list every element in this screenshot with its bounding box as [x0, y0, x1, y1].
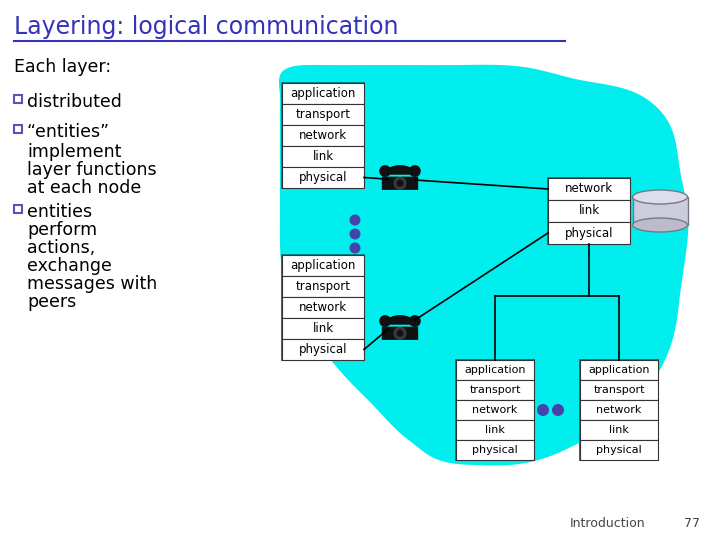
FancyBboxPatch shape — [456, 360, 534, 380]
FancyBboxPatch shape — [456, 400, 534, 420]
Text: layer functions: layer functions — [27, 161, 157, 179]
Text: implement: implement — [27, 143, 122, 161]
Text: link: link — [578, 205, 600, 218]
Circle shape — [349, 228, 361, 240]
Text: network: network — [565, 183, 613, 195]
FancyBboxPatch shape — [281, 254, 365, 361]
FancyBboxPatch shape — [282, 255, 364, 276]
Text: application: application — [464, 365, 526, 375]
Circle shape — [379, 315, 391, 327]
Text: Layering: logical communication: Layering: logical communication — [14, 15, 398, 39]
FancyBboxPatch shape — [14, 95, 22, 103]
Circle shape — [394, 177, 406, 189]
FancyBboxPatch shape — [282, 146, 364, 167]
Text: application: application — [290, 259, 356, 272]
FancyBboxPatch shape — [382, 177, 418, 190]
Circle shape — [397, 180, 403, 186]
Text: physical: physical — [564, 226, 613, 240]
FancyBboxPatch shape — [282, 318, 364, 339]
Text: distributed: distributed — [27, 93, 122, 111]
Circle shape — [409, 165, 420, 177]
FancyBboxPatch shape — [632, 197, 688, 225]
FancyBboxPatch shape — [282, 83, 364, 104]
Circle shape — [552, 404, 564, 416]
Text: network: network — [299, 129, 347, 142]
FancyBboxPatch shape — [282, 297, 364, 318]
Text: peers: peers — [27, 293, 76, 311]
Circle shape — [379, 165, 391, 177]
FancyBboxPatch shape — [382, 327, 418, 340]
Text: link: link — [609, 425, 629, 435]
FancyBboxPatch shape — [580, 420, 658, 440]
Text: physical: physical — [299, 171, 347, 184]
Text: 77: 77 — [684, 517, 700, 530]
FancyBboxPatch shape — [456, 380, 534, 400]
FancyBboxPatch shape — [14, 125, 22, 133]
Text: entities: entities — [27, 203, 92, 221]
Text: at each node: at each node — [27, 179, 141, 197]
Circle shape — [537, 404, 549, 416]
FancyBboxPatch shape — [456, 420, 534, 440]
FancyBboxPatch shape — [580, 400, 658, 420]
Text: physical: physical — [472, 445, 518, 455]
FancyBboxPatch shape — [579, 359, 659, 461]
Text: link: link — [485, 425, 505, 435]
Ellipse shape — [632, 190, 688, 204]
FancyBboxPatch shape — [580, 360, 658, 380]
FancyBboxPatch shape — [456, 440, 534, 460]
Text: application: application — [290, 87, 356, 100]
Circle shape — [397, 330, 403, 336]
FancyBboxPatch shape — [282, 125, 364, 146]
Text: application: application — [588, 365, 649, 375]
FancyBboxPatch shape — [548, 222, 630, 244]
FancyBboxPatch shape — [580, 440, 658, 460]
Circle shape — [349, 242, 361, 253]
Text: link: link — [312, 322, 333, 335]
FancyBboxPatch shape — [580, 380, 658, 400]
Text: exchange: exchange — [27, 257, 112, 275]
Text: “entities”: “entities” — [27, 123, 110, 141]
FancyBboxPatch shape — [281, 82, 365, 189]
FancyBboxPatch shape — [282, 104, 364, 125]
Text: actions,: actions, — [27, 239, 95, 257]
Text: messages with: messages with — [27, 275, 157, 293]
Polygon shape — [384, 316, 416, 324]
Polygon shape — [279, 65, 688, 465]
Text: network: network — [472, 405, 518, 415]
Text: physical: physical — [596, 445, 642, 455]
FancyBboxPatch shape — [547, 177, 631, 245]
Text: Each layer:: Each layer: — [14, 58, 111, 76]
Text: Introduction: Introduction — [570, 517, 646, 530]
FancyBboxPatch shape — [282, 339, 364, 360]
Circle shape — [409, 315, 420, 327]
Text: link: link — [312, 150, 333, 163]
FancyBboxPatch shape — [282, 276, 364, 297]
Text: physical: physical — [299, 343, 347, 356]
Circle shape — [394, 327, 406, 339]
FancyBboxPatch shape — [548, 178, 630, 200]
FancyBboxPatch shape — [14, 205, 22, 213]
Polygon shape — [384, 166, 416, 174]
FancyBboxPatch shape — [548, 200, 630, 222]
Circle shape — [349, 214, 361, 226]
Text: transport: transport — [469, 385, 521, 395]
Text: transport: transport — [593, 385, 644, 395]
Text: transport: transport — [295, 280, 351, 293]
Text: perform: perform — [27, 221, 97, 239]
Ellipse shape — [632, 218, 688, 232]
FancyBboxPatch shape — [455, 359, 535, 461]
Text: network: network — [299, 301, 347, 314]
Text: transport: transport — [295, 108, 351, 121]
FancyBboxPatch shape — [282, 167, 364, 188]
Text: network: network — [596, 405, 642, 415]
